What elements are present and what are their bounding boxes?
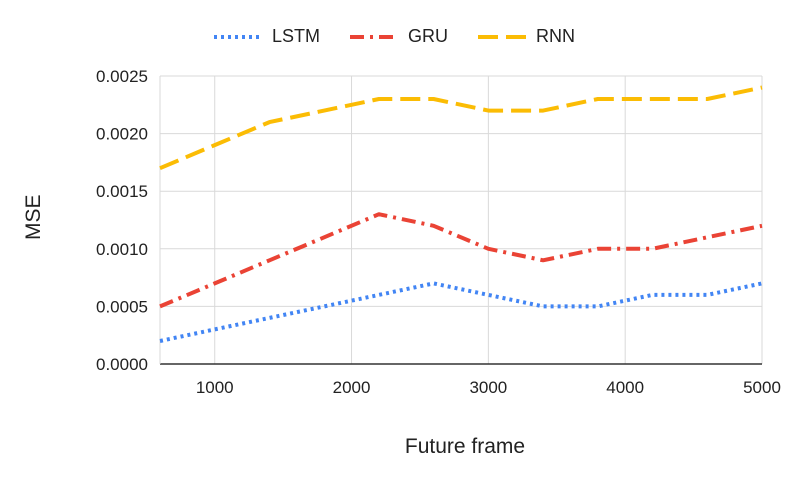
legend-item-gru: GRU xyxy=(348,26,448,47)
legend-item-lstm: LSTM xyxy=(212,26,320,47)
x-tick-label: 3000 xyxy=(469,378,507,397)
series-line-rnn xyxy=(159,85,763,171)
grid-lines xyxy=(160,75,763,364)
legend-label-rnn: RNN xyxy=(536,26,575,46)
tick-labels: 0.0000 0.0005 0.0010 0.0015 0.0020 0.0025 1000… xyxy=(96,67,781,397)
legend-swatch-rnn xyxy=(478,34,526,39)
x-tick-label: 1000 xyxy=(196,378,234,397)
legend-label-lstm: LSTM xyxy=(271,26,320,46)
legend: LSTM GRU RNN xyxy=(0,26,787,47)
legend-label-gru: GRU xyxy=(408,26,448,46)
x-tick-label: 5000 xyxy=(743,378,781,397)
y-tick-label: 0.0015 xyxy=(96,182,148,201)
x-tick-label: 4000 xyxy=(606,378,644,397)
x-axis-label: Future frame xyxy=(404,435,526,458)
legend-swatch-gru xyxy=(350,34,398,39)
y-axis-label: MSE xyxy=(22,194,45,240)
legend-item-rnn: RNN xyxy=(476,26,575,47)
y-tick-label: 0.0025 xyxy=(96,67,148,86)
y-tick-label: 0.0005 xyxy=(96,297,148,316)
series-line-gru xyxy=(159,212,763,309)
y-tick-label: 0.0000 xyxy=(96,355,148,374)
series-lines xyxy=(159,85,763,343)
x-tick-label: 2000 xyxy=(333,378,371,397)
series-line-lstm xyxy=(159,281,763,343)
y-tick-label: 0.0020 xyxy=(96,125,148,144)
legend-swatch-lstm xyxy=(213,34,262,39)
axes xyxy=(159,76,762,365)
y-tick-label: 0.0010 xyxy=(96,240,148,259)
